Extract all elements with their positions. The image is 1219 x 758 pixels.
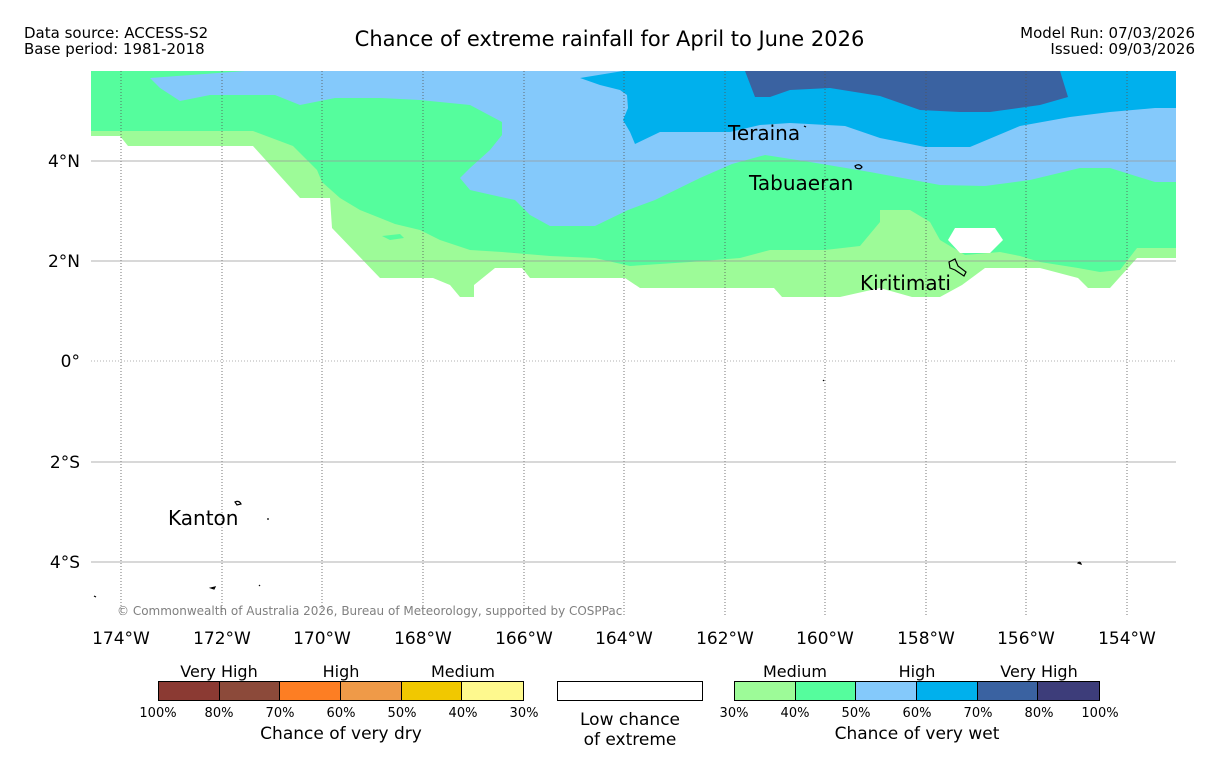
place-label-kanton: Kanton — [168, 506, 238, 530]
legend-dry-swatch — [219, 682, 281, 700]
lon-tick-label: 162°W — [696, 629, 754, 649]
island-outlines — [93, 125, 1082, 598]
legend-dry-very-high: Very High — [180, 662, 258, 681]
model-run-text: Model Run: 07/03/2026 — [1020, 24, 1195, 42]
island-kanton — [234, 500, 242, 506]
legend-dry-tick-label: 40% — [448, 706, 478, 721]
island-small-5 — [822, 379, 825, 382]
fill-patch — [382, 234, 404, 240]
legend-dry-tick-label: 60% — [326, 706, 356, 721]
legend-dry-swatch — [462, 682, 523, 700]
legend-dry-tick-label: 100% — [139, 706, 177, 721]
legend-dry-swatch — [340, 682, 402, 700]
legend-wet-colorbar — [734, 681, 1100, 701]
axis-labels: 174°W 172°W 170°W 168°W 166°W 164°W 162°W 160°W… — [48, 152, 1156, 649]
legend-low-swatch — [557, 681, 703, 701]
island-small-6 — [1076, 561, 1082, 565]
island-tabuaeran — [854, 164, 863, 170]
legend-wet-title: Chance of very wet — [834, 724, 1000, 744]
legend-wet-tick-label: 40% — [780, 706, 810, 721]
legend-wet-medium: Medium — [763, 662, 827, 681]
lon-tick-label: 154°W — [1098, 629, 1156, 649]
legend-wet-swatch — [977, 682, 1039, 700]
copyright-text: © Commonwealth of Australia 2026, Bureau… — [117, 604, 622, 618]
legend-wet-swatch — [735, 682, 796, 700]
legend-low-line2: of extreme — [583, 730, 677, 750]
legend-low-line1: Low chance — [580, 710, 680, 730]
lon-tick-label: 158°W — [897, 629, 955, 649]
legend-wet-tick-label: 30% — [719, 706, 749, 721]
legend-dry-title: Chance of very dry — [260, 724, 422, 744]
lon-tick-label: 156°W — [997, 629, 1055, 649]
lat-tick-label: 2°S — [50, 453, 80, 473]
legend-wet-swatch — [916, 682, 978, 700]
probability-fill-layers — [91, 71, 1176, 297]
legend-dry-tick-label: 70% — [265, 706, 295, 721]
map-title: Chance of extreme rainfall for April to … — [354, 27, 865, 51]
header-right: Model Run: 07/03/2026 Issued: 09/03/2026 — [1020, 25, 1195, 57]
low-chance-patch — [948, 228, 1003, 253]
legend-dry-swatch — [401, 682, 463, 700]
header-left: Data source: ACCESS-S2 Base period: 1981… — [24, 25, 208, 57]
lon-tick-label: 164°W — [595, 629, 653, 649]
legend-wet-very-high: Very High — [1000, 662, 1078, 681]
legend-wet-tick-label: 70% — [963, 706, 993, 721]
legend-wet-tick-label: 60% — [902, 706, 932, 721]
legend-dry-swatch — [280, 682, 341, 700]
place-label-kiritimati: Kiritimati — [860, 271, 951, 295]
data-source-text: Data source: ACCESS-S2 — [24, 24, 209, 42]
lon-tick-label: 166°W — [495, 629, 553, 649]
island-kiritimati — [948, 258, 967, 277]
lat-tick-label: 4°N — [48, 152, 80, 172]
region-very-high-wet — [745, 71, 1068, 112]
lat-tick-label: 2°N — [48, 252, 80, 272]
island-small-2 — [208, 586, 217, 590]
island-small-3 — [258, 584, 261, 587]
legend-wet-swatch — [856, 682, 917, 700]
legend-wet-tick-label: 80% — [1024, 706, 1054, 721]
lat-tick-label: 4°S — [50, 553, 80, 573]
legend-wet-tick-label: 50% — [841, 706, 871, 721]
lon-tick-label: 160°W — [796, 629, 854, 649]
place-label-tabuaeran: Tabuaeran — [748, 171, 853, 195]
lon-tick-label: 168°W — [394, 629, 452, 649]
legend-dry-tick-label: 30% — [509, 706, 539, 721]
legend-dry-tick-label: 80% — [204, 706, 234, 721]
place-label-teraina: Teraina — [727, 121, 800, 145]
legend-wet-swatch — [795, 682, 857, 700]
legend-wet-high: High — [898, 662, 936, 681]
legend-wet-tick-label: 100% — [1081, 706, 1119, 721]
legend-dry-colorbar — [158, 681, 524, 701]
island-small-4 — [93, 595, 97, 598]
legend-wet-swatch — [1038, 682, 1099, 700]
legend-dry-high: High — [322, 662, 360, 681]
legend-dry-swatch — [159, 682, 220, 700]
island-teraina — [803, 125, 807, 128]
legend-dry-medium: Medium — [431, 662, 495, 681]
graticule — [91, 71, 1176, 616]
issued-text: Issued: 09/03/2026 — [1050, 40, 1195, 58]
base-period-text: Base period: 1981-2018 — [24, 40, 205, 58]
lon-tick-label: 172°W — [193, 629, 251, 649]
lat-tick-label: 0° — [61, 352, 80, 372]
legend-dry-tick-label: 50% — [387, 706, 417, 721]
lon-tick-label: 170°W — [293, 629, 351, 649]
lon-tick-label: 174°W — [92, 629, 150, 649]
legend-low-title: Low chance of extreme — [557, 710, 703, 750]
